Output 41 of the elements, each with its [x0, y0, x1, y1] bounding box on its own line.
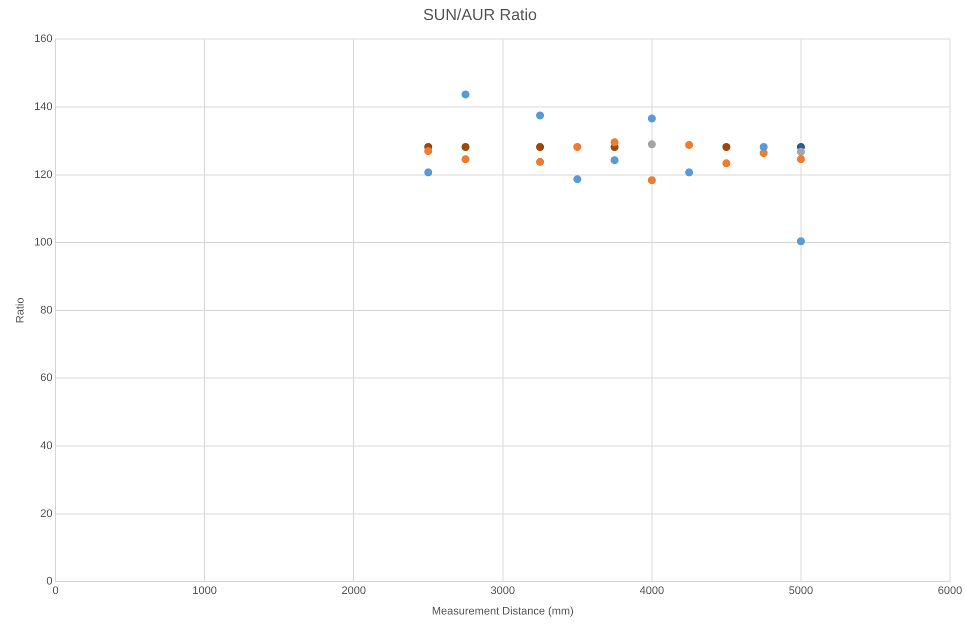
point [536, 111, 544, 120]
x-tick-label: 2000 [341, 585, 366, 598]
point [796, 237, 805, 246]
chart-title: SUN/AUR Ratio [423, 7, 537, 24]
y-tick-label: 0 [46, 576, 53, 588]
point [685, 168, 694, 176]
point [424, 168, 432, 176]
y-tick-label: 120 [34, 168, 53, 181]
point [796, 155, 805, 164]
point [648, 140, 656, 148]
y-tick-label: 140 [34, 101, 53, 114]
point [610, 138, 619, 146]
point [462, 155, 470, 164]
point [462, 143, 470, 151]
x-tick-label: 4000 [640, 585, 664, 598]
point [722, 159, 730, 168]
y-tick-label: 20 [40, 508, 53, 520]
point [610, 156, 619, 164]
y-axis-title: Ratio [14, 298, 27, 324]
point [760, 143, 768, 151]
y-tick-label: 40 [40, 440, 53, 452]
point [796, 148, 805, 156]
point [424, 147, 432, 156]
point [722, 143, 730, 151]
point [462, 90, 470, 98]
point [573, 143, 582, 151]
point [648, 114, 656, 123]
x-tick-label: 6000 [938, 585, 962, 598]
x-tick-label: 1000 [192, 585, 217, 598]
x-axis-title: Measurement Distance (mm) [432, 605, 574, 618]
point [536, 143, 544, 151]
point [536, 158, 544, 166]
point [685, 140, 694, 149]
point [573, 175, 582, 184]
y-tick-label: 100 [34, 236, 53, 249]
point [648, 176, 656, 184]
y-tick-label: 80 [40, 304, 53, 316]
y-tick-label: 160 [34, 33, 53, 46]
x-tick-label: 3000 [490, 585, 516, 598]
y-tick-label: 60 [40, 372, 53, 384]
x-tick-label: 5000 [788, 585, 814, 598]
